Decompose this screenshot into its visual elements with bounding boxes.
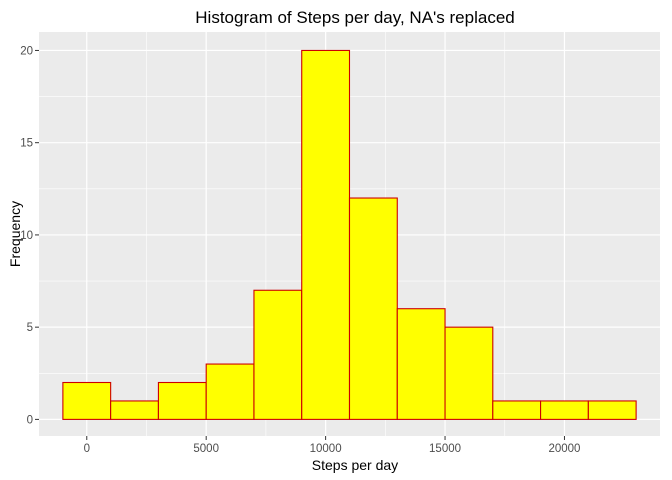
- x-tick-label: 20000: [548, 443, 580, 455]
- x-tick-label: 10000: [310, 443, 342, 455]
- histogram-bar: [540, 400, 589, 420]
- histogram-bar: [157, 381, 207, 420]
- histogram-bar: [110, 400, 159, 420]
- histogram-bars: [62, 49, 637, 420]
- histogram-bar: [396, 308, 446, 420]
- y-tick-label: 10: [20, 230, 33, 242]
- histogram-bar: [348, 197, 398, 420]
- y-tick-label: 15: [20, 138, 33, 150]
- x-tick-label: 0: [84, 443, 90, 455]
- x-tick-label: 5000: [193, 443, 219, 455]
- y-axis-ticks: 0 5 10 15 20: [20, 45, 39, 426]
- y-tick-label: 5: [27, 322, 33, 334]
- histogram-bar: [253, 289, 303, 420]
- x-axis-title: Steps per day: [312, 457, 398, 473]
- histogram-bar: [444, 326, 494, 420]
- histogram-bar: [492, 400, 542, 420]
- y-axis-title: Frequency: [7, 201, 23, 267]
- histogram-bar: [62, 381, 112, 420]
- histogram-bar: [205, 363, 255, 420]
- histogram-bar: [587, 400, 637, 420]
- y-tick-label: 0: [27, 414, 33, 426]
- histogram-bar: [301, 49, 351, 420]
- x-tick-label: 15000: [429, 443, 461, 455]
- y-tick-label: 20: [20, 45, 33, 57]
- x-axis-ticks: 0 5000 10000 15000 20000: [84, 436, 580, 455]
- chart-title: Histogram of Steps per day, NA's replace…: [195, 8, 514, 27]
